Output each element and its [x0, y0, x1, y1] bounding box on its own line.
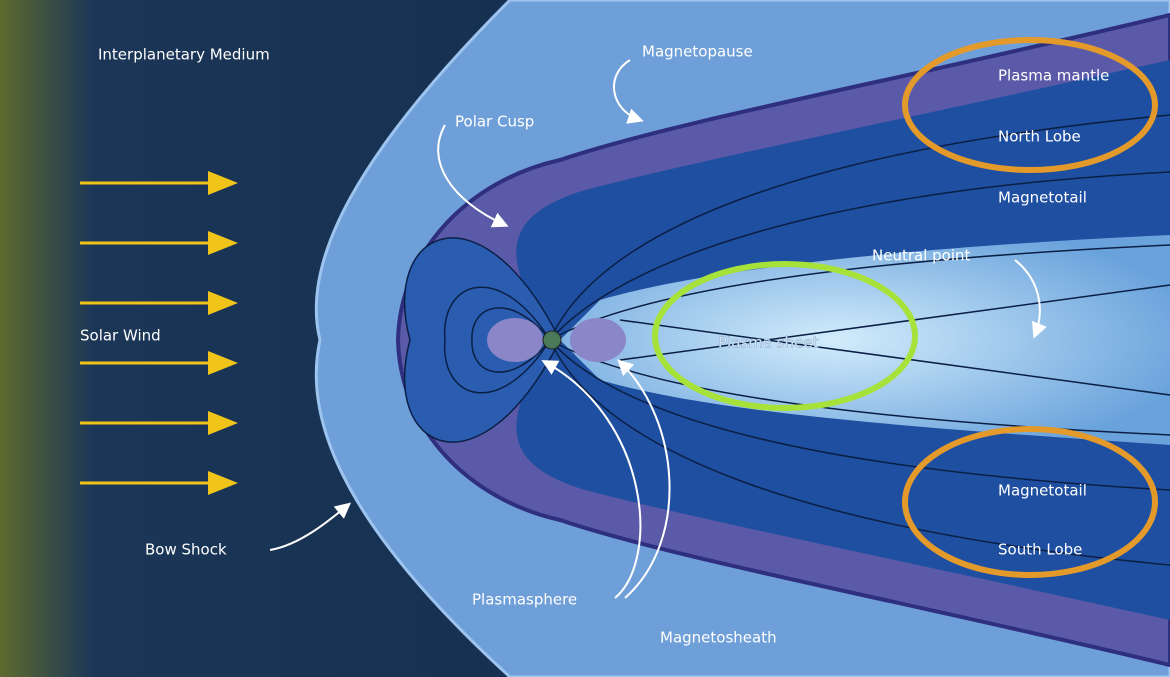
earth: [543, 331, 561, 349]
label: Magnetosheath: [660, 629, 777, 647]
label: Polar Cusp: [455, 113, 534, 131]
label: Magnetotail: [998, 482, 1087, 500]
label: Magnetotail: [998, 189, 1087, 207]
diagram: Interplanetary Medium Magnetopause Polar…: [0, 0, 1170, 677]
label: Plasma sheet: [718, 334, 819, 352]
label: North Lobe: [998, 128, 1081, 146]
label: Plasma mantle: [998, 67, 1109, 85]
label: Bow Shock: [145, 541, 227, 559]
label: Plasmasphere: [472, 591, 577, 609]
plasmasphere-lobe: [487, 318, 543, 362]
label: South Lobe: [998, 541, 1082, 559]
label: Interplanetary Medium: [98, 46, 270, 64]
label: Magnetopause: [642, 43, 753, 61]
plasmasphere-lobe: [570, 318, 626, 362]
label: Solar Wind: [80, 327, 161, 345]
label: Neutral point: [872, 247, 971, 265]
